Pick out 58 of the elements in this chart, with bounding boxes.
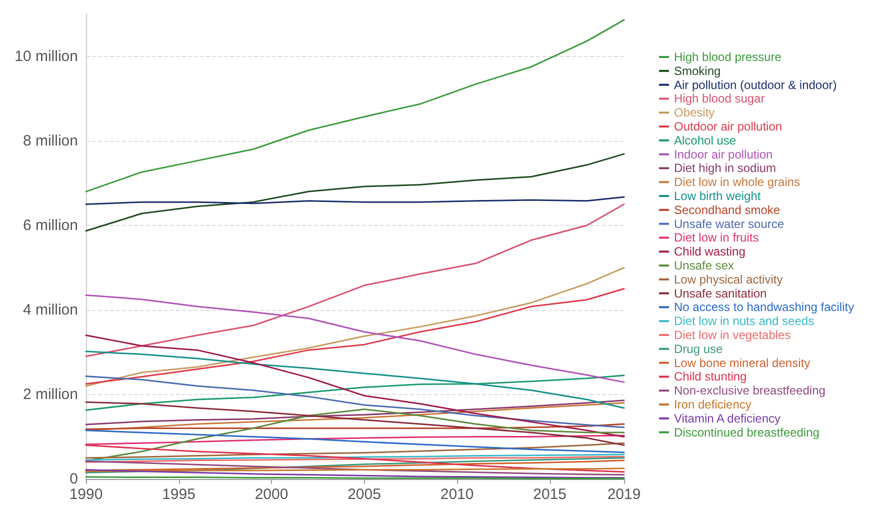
- legend-label: No access to handwashing facility: [674, 300, 854, 314]
- y-tick-label: 0: [70, 470, 78, 488]
- y-tick-label: 4 million: [22, 301, 78, 318]
- y-tick-label: 10 million: [14, 48, 78, 65]
- legend-label: Low bone mineral density: [674, 356, 810, 370]
- legend-label: Indoor air pollution: [674, 147, 773, 162]
- legend-label: Drug use: [674, 342, 724, 356]
- x-tick-label: 1995: [162, 486, 196, 503]
- x-tick-label: 2005: [348, 486, 381, 503]
- legend-label: Child stunting: [674, 370, 747, 384]
- y-tick-label: 6 million: [22, 216, 78, 234]
- legend-label: High blood sugar: [674, 92, 765, 106]
- x-tick-label: 1990: [69, 486, 103, 503]
- line-series: [85, 460, 625, 476]
- legend-label: Discontinued breastfeeding: [674, 425, 820, 440]
- legend-label: Smoking: [674, 64, 721, 78]
- y-tick-label: 8 million: [22, 132, 78, 150]
- legend-label: Low birth weight: [674, 189, 762, 203]
- line-series: [85, 444, 625, 473]
- x-tick-label: 2019: [607, 486, 641, 503]
- legend-label: Diet low in vegetables: [674, 328, 791, 342]
- line-series: [85, 442, 625, 459]
- legend-label: Obesity: [674, 106, 715, 120]
- line-series: [85, 408, 625, 462]
- line-series: [85, 19, 625, 192]
- line-series: [85, 401, 625, 446]
- legend-label: Air pollution (outdoor & indoor): [674, 78, 837, 92]
- line-series: [85, 434, 625, 446]
- legend-label: Unsafe sex: [674, 258, 734, 272]
- line-series: [85, 266, 625, 387]
- legend-label: High blood pressure: [674, 50, 782, 64]
- y-tick-label: 2 million: [22, 386, 78, 403]
- legend-label: Alcohol use: [674, 133, 736, 148]
- legend-label: Vitamin A deficiency: [674, 411, 781, 426]
- legend-label: Non-exclusive breastfeeding: [674, 384, 826, 398]
- legend-label: Child wasting: [674, 244, 746, 259]
- legend-label: Diet low in whole grains: [674, 175, 800, 190]
- legend-label: Diet high in sodium: [674, 161, 776, 176]
- line-series: [85, 374, 625, 411]
- line-series: [85, 400, 625, 426]
- line-series: [85, 334, 625, 438]
- x-tick-label: 2000: [254, 486, 288, 503]
- legend-label: Low physical activity: [674, 272, 783, 286]
- line-series: [85, 153, 625, 232]
- line-series: [85, 350, 625, 409]
- legend-label: Diet low in fruits: [674, 230, 759, 245]
- legend-label: Secondhand smoke: [674, 202, 780, 217]
- legend-label: Outdoor air pollution: [674, 120, 782, 134]
- legend-label: Diet low in nuts and seeds: [674, 314, 814, 328]
- line-series: [85, 376, 625, 428]
- line-series: [85, 196, 625, 205]
- legend-label: Iron deficiency: [674, 398, 752, 412]
- line-series: [85, 203, 625, 358]
- legend-label: Unsafe sanitation: [674, 286, 767, 300]
- x-tick-label: 2010: [440, 486, 474, 503]
- legend-label: Unsafe water source: [674, 216, 784, 231]
- x-tick-label: 2015: [533, 486, 566, 503]
- line-series: [85, 430, 625, 454]
